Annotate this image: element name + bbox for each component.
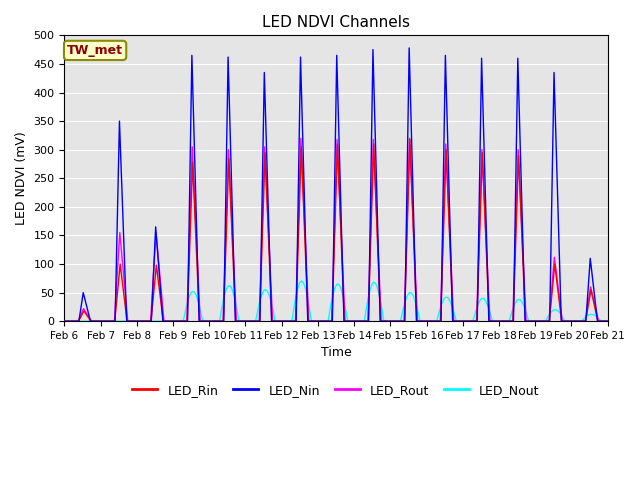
Text: TW_met: TW_met	[67, 44, 123, 57]
X-axis label: Time: Time	[321, 347, 351, 360]
Legend: LED_Rin, LED_Nin, LED_Rout, LED_Nout: LED_Rin, LED_Nin, LED_Rout, LED_Nout	[127, 379, 545, 402]
Y-axis label: LED NDVI (mV): LED NDVI (mV)	[15, 132, 28, 225]
Title: LED NDVI Channels: LED NDVI Channels	[262, 15, 410, 30]
